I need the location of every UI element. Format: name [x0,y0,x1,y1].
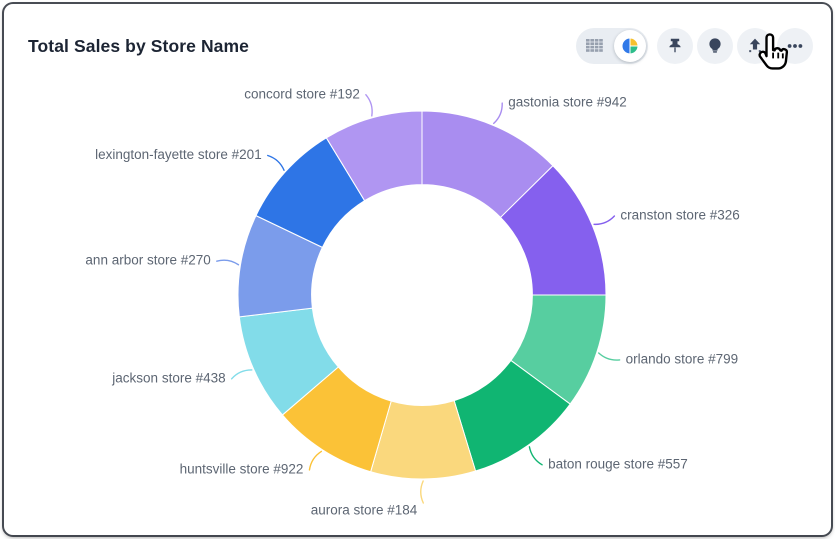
chart-card-window: gastonia store #942 cranston store #326 or… [4,4,831,535]
insights-button[interactable] [697,28,733,64]
more-button[interactable] [777,28,813,64]
arrow-up-icon [749,38,761,53]
page-title: Total Sales by Store Name [28,35,250,56]
segment-label: gastonia store #942 [508,95,627,110]
pin-button[interactable] [657,28,693,64]
segment-label: baton rouge store #557 [548,456,688,471]
segment-label: cranston store #326 [620,208,739,223]
segment-label: aurora store #184 [311,503,418,518]
segment-label: huntsville store #922 [180,461,304,476]
leader-line [216,259,240,266]
share-button[interactable] [737,28,773,64]
segment-label: lexington-fayette store #201 [95,147,262,162]
table-grid-icon [585,39,603,52]
view-toggle[interactable] [576,28,648,64]
leader-line [493,102,503,125]
pushpin-icon [669,38,681,53]
leader-line [593,215,616,226]
toolbar [576,28,813,64]
ellipsis-icon [787,44,803,48]
segment-label: orlando store #799 [626,351,739,366]
donut-chart: gastonia store #942 cranston store #326 or… [85,86,739,518]
table-view-option[interactable] [578,30,610,62]
segment-label: concord store #192 [244,86,360,101]
lightbulb-icon [709,38,721,53]
segment-label: jackson store #438 [111,370,225,385]
segment-label: ann arbor store #270 [85,253,210,268]
leader-line [308,450,323,471]
pie-chart-icon [621,37,639,55]
leader-line [420,480,425,504]
donut-segment-concord-store-192[interactable] [325,110,423,202]
leader-line [230,369,253,380]
leader-line [365,94,373,117]
leader-line [598,352,621,361]
card-header: Total Sales by Store Name [4,4,831,78]
leader-line [528,446,543,466]
chart-view-option[interactable] [614,30,646,62]
leader-line [267,154,285,171]
